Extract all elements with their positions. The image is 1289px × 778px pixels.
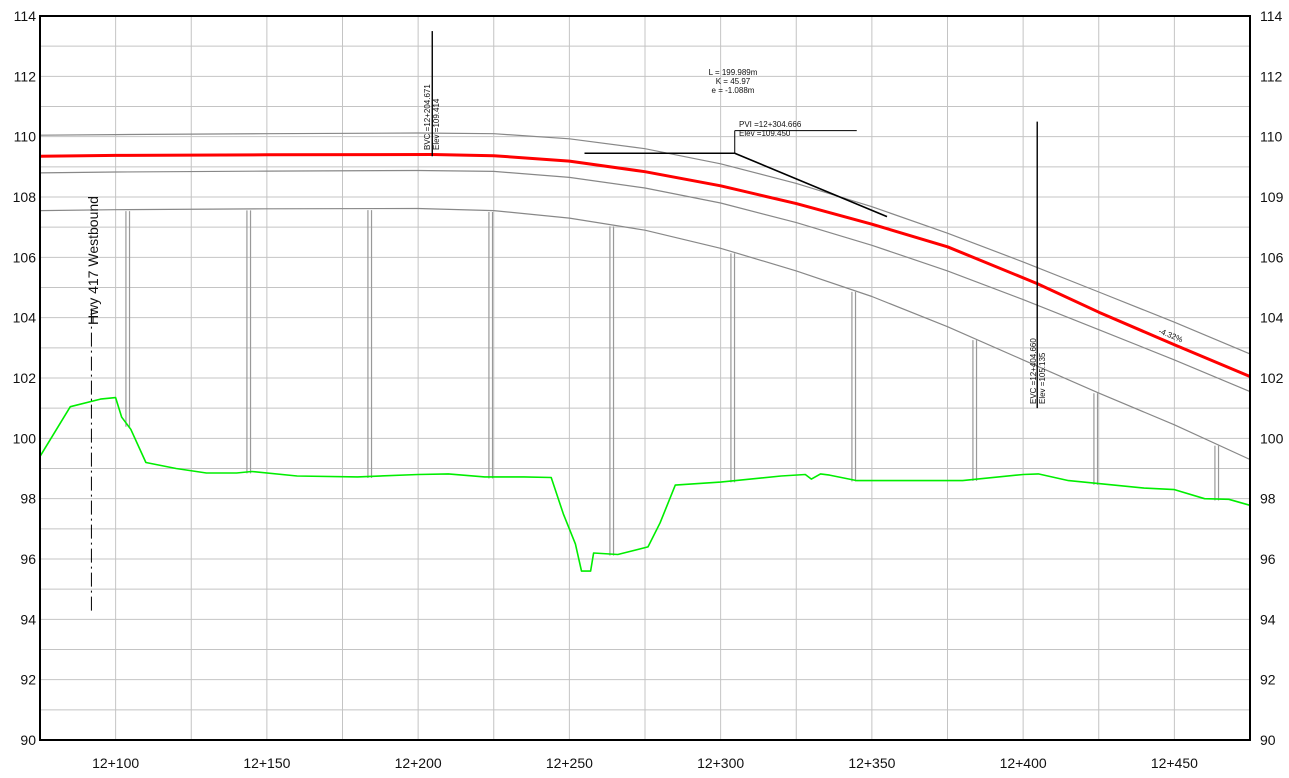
y-tick-label-right: 102 <box>1260 370 1284 386</box>
evc-station-label: EVC =12+404.660 <box>1029 338 1038 404</box>
series-line-2 <box>39 169 1251 393</box>
x-tick-label: 12+450 <box>1151 755 1198 771</box>
pvi-elev-label: Elev =109.450 <box>739 129 791 138</box>
y-tick-label-left: 114 <box>14 8 37 24</box>
y-tick-label-left: 100 <box>13 430 37 446</box>
grid-lines <box>39 15 1251 741</box>
curve-e-label: e = -1.088m <box>712 86 755 95</box>
y-tick-label-left: 104 <box>13 310 37 326</box>
y-tick-label-right: 94 <box>1260 611 1276 627</box>
y-tick-label-right: 114 <box>1260 8 1283 24</box>
y-tick-label-left: 112 <box>14 68 37 84</box>
y-tick-label-left: 106 <box>13 249 37 265</box>
pvi-station-label: PVI =12+304.666 <box>739 120 802 129</box>
y-tick-label-right: 100 <box>1260 430 1284 446</box>
x-tick-label: 12+400 <box>1000 755 1047 771</box>
bvc-elev-label: Elev =109.414 <box>432 98 441 150</box>
y-tick-label-left: 94 <box>20 611 36 627</box>
y-tick-label-left: 110 <box>14 129 37 145</box>
evc-elev-label: Elev =105.135 <box>1038 352 1047 404</box>
series-line-1 <box>39 132 1251 355</box>
y-axis-right-ticks: 90 92 94 96 98 100 102 104 106 109 110 112 114 <box>1260 8 1284 748</box>
series-line-3 <box>39 207 1251 461</box>
y-tick-label-right: 104 <box>1260 310 1284 326</box>
y-tick-label-right: 96 <box>1260 551 1276 567</box>
curve-markers <box>431 31 1038 409</box>
series-lines <box>39 132 1251 572</box>
series-line-0 <box>39 153 1251 378</box>
x-tick-label: 12+100 <box>92 755 139 771</box>
y-tick-label-right: 92 <box>1260 672 1276 688</box>
pier-lines <box>125 210 1220 556</box>
y-tick-label-left: 108 <box>13 189 37 205</box>
crossing-label: Hwy 417 Westbound <box>85 196 101 325</box>
y-tick-label-left: 92 <box>20 672 36 688</box>
x-axis-ticks: 12+100 12+150 12+200 12+250 12+300 12+350 12+4… <box>92 755 1198 771</box>
series-line-4 <box>39 396 1251 572</box>
y-tick-label-left: 96 <box>20 551 36 567</box>
y-tick-label-left: 102 <box>13 370 37 386</box>
y-tick-label-right: 90 <box>1260 732 1276 748</box>
y-tick-label-left: 90 <box>20 732 36 748</box>
curve-length-label: L = 199.989m <box>709 68 758 77</box>
y-tick-label-left: 98 <box>20 491 36 507</box>
y-tick-label-right: 98 <box>1260 491 1276 507</box>
x-tick-label: 12+200 <box>395 755 442 771</box>
y-axis-left-ticks: 90 92 94 96 98 100 102 104 106 108 110 112 114 <box>13 8 37 748</box>
y-tick-label-right: 106 <box>1260 249 1284 265</box>
y-tick-label-right: 109 <box>1260 189 1284 205</box>
curve-k-label: K = 45.97 <box>716 77 751 86</box>
x-tick-label: 12+150 <box>243 755 290 771</box>
forward-tangent <box>734 152 888 218</box>
y-tick-label-right: 110 <box>1260 129 1283 145</box>
x-tick-label: 12+300 <box>697 755 744 771</box>
plot-frame <box>39 15 1251 741</box>
bvc-station-label: BVC =12+204.671 <box>423 84 432 150</box>
y-tick-label-right: 112 <box>1260 68 1283 84</box>
x-tick-label: 12+350 <box>848 755 895 771</box>
x-tick-label: 12+250 <box>546 755 593 771</box>
